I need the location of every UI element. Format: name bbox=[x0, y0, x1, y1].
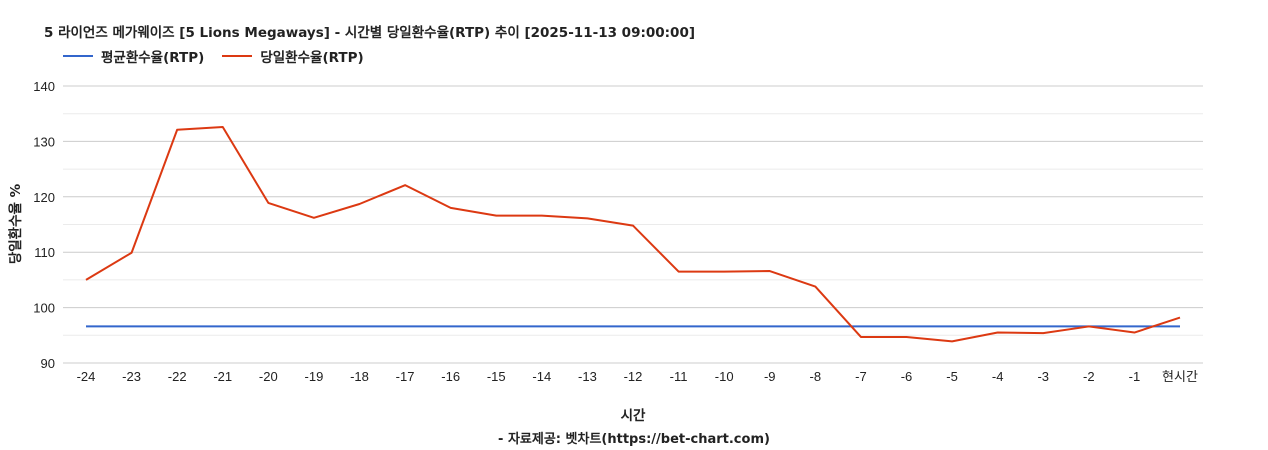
x-tick-label: -9 bbox=[764, 369, 776, 384]
legend-swatch-daily bbox=[222, 55, 253, 57]
x-tick-label: -14 bbox=[532, 369, 551, 384]
x-tick-label: -12 bbox=[624, 369, 643, 384]
x-tick-label: -6 bbox=[901, 369, 913, 384]
x-tick-label: -2 bbox=[1083, 369, 1095, 384]
x-tick-label: -1 bbox=[1129, 369, 1141, 384]
x-axis-title: 시간 bbox=[621, 407, 646, 424]
x-tick-label: -17 bbox=[396, 369, 415, 384]
source-credit: - 자료제공: 벳차트(https://bet-chart.com) bbox=[498, 432, 770, 447]
x-tick-label: -23 bbox=[122, 369, 141, 384]
y-tick-label: 130 bbox=[33, 134, 55, 149]
x-tick-label: -5 bbox=[946, 369, 958, 384]
x-tick-label: -18 bbox=[350, 369, 369, 384]
y-tick-label: 120 bbox=[33, 190, 55, 205]
x-tick-label: -20 bbox=[259, 369, 278, 384]
daily-rtp-line bbox=[85, 125, 1181, 343]
x-tick-label: -10 bbox=[715, 369, 734, 384]
x-tick-label: -21 bbox=[213, 369, 232, 384]
legend-label-daily: 당일환수율(RTP) bbox=[260, 50, 364, 66]
x-tick-label: -22 bbox=[168, 369, 187, 384]
legend-swatch-average bbox=[63, 55, 93, 57]
y-axis-title: 당일환수율 % bbox=[7, 183, 24, 264]
legend-label-average: 평균환수율(RTP) bbox=[101, 50, 205, 66]
x-tick-label: -11 bbox=[670, 369, 688, 384]
y-tick-label: 100 bbox=[33, 301, 55, 316]
x-tick-label: -15 bbox=[487, 369, 506, 384]
x-tick-label: -13 bbox=[578, 369, 597, 384]
legend: 평균환수율(RTP) 당일환수율(RTP) bbox=[63, 46, 364, 66]
chart-title: 5 라이언즈 메가웨이즈 [5 Lions Megaways] - 시간별 당일… bbox=[44, 25, 696, 41]
x-tick-label: -16 bbox=[441, 369, 460, 384]
x-tick-label: -4 bbox=[992, 369, 1004, 384]
legend-item-average[interactable]: 평균환수율(RTP) bbox=[63, 46, 204, 66]
x-tick-label: -24 bbox=[77, 369, 96, 384]
x-tick-label: -7 bbox=[855, 369, 867, 384]
y-tick-label: 90 bbox=[41, 356, 55, 371]
y-tick-label: 110 bbox=[34, 245, 55, 260]
x-tick-label: -3 bbox=[1037, 369, 1049, 384]
legend-item-daily[interactable]: 당일환수율(RTP) bbox=[222, 46, 364, 66]
x-tick-label: 현시간 bbox=[1162, 369, 1198, 384]
x-tick-label: -8 bbox=[810, 369, 822, 384]
y-tick-label: 140 bbox=[33, 79, 55, 94]
x-tick-label: -19 bbox=[305, 369, 324, 384]
